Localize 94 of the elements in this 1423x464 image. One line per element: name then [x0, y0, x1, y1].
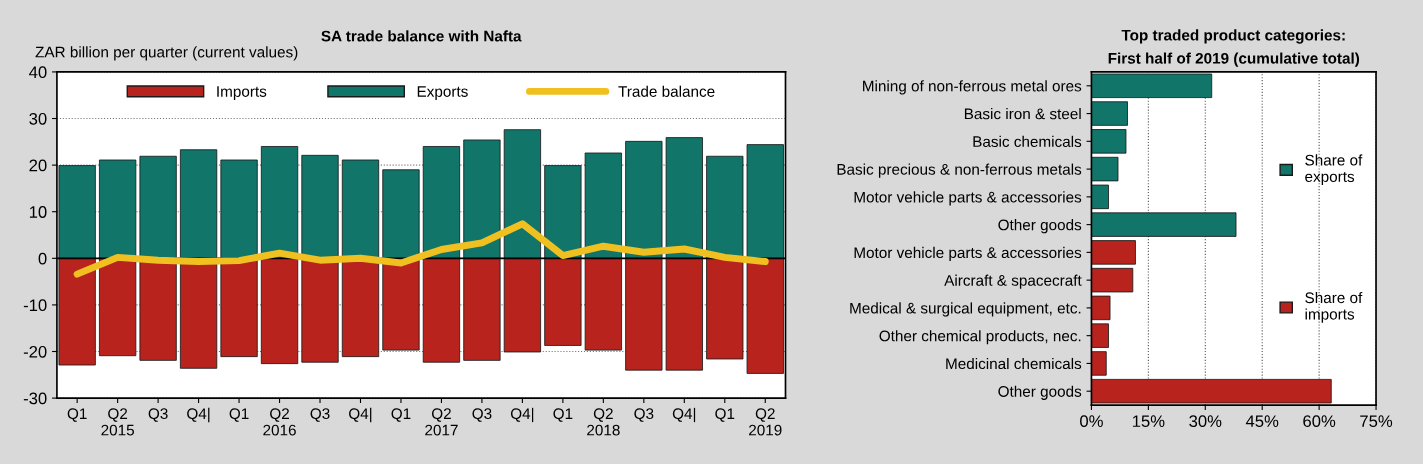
bar [665, 137, 703, 259]
bar [382, 169, 420, 259]
legend-label: Trade balance [618, 85, 715, 97]
bar [706, 257, 744, 360]
x-tick-label: Q2 2018 [587, 408, 620, 436]
x-tick-label: Q3 [310, 408, 330, 422]
x-tick-label: Q2 2019 [749, 408, 782, 436]
bar [99, 159, 137, 259]
bar [1091, 295, 1111, 321]
x-tick-label: 75% [1360, 415, 1393, 428]
y-tick-label: Aircraft & spacecraft [944, 274, 1082, 289]
x-tick-label: Q1 [715, 408, 735, 422]
y-tick-label: -10 [23, 299, 47, 312]
bar [463, 139, 501, 259]
bar [544, 257, 582, 346]
y-tick-label: 0 [38, 252, 47, 265]
y-tick-label: Other chemical products, nec. [879, 330, 1081, 345]
x-tick-label: 15% [1132, 415, 1165, 428]
x-tick-label: Q1 [391, 408, 411, 422]
bar [1091, 156, 1119, 182]
y-tick-label: Basic precious & non-ferrous metals [837, 163, 1082, 178]
bar [1091, 323, 1109, 348]
y-tick-label: 40 [29, 66, 47, 79]
y-axis-title: ZAR billion per quarter (current values) [35, 46, 298, 61]
y-tick-label: -20 [23, 345, 47, 358]
x-tick-label: 45% [1245, 415, 1279, 428]
bar [625, 140, 663, 259]
y-tick-label: Basic chemicals [973, 135, 1082, 148]
bar [1091, 240, 1136, 265]
bar [584, 257, 622, 351]
legend-label: Exports [417, 86, 468, 100]
bar [260, 257, 299, 365]
bar [544, 165, 582, 259]
bar [341, 159, 380, 259]
y-tick-label: Medicinal chemicals [946, 357, 1082, 370]
y-tick-label: Mining of non-ferrous metal ores [863, 80, 1082, 95]
bar [58, 165, 96, 259]
x-tick-label: Q1 [229, 408, 249, 422]
bar [1091, 184, 1109, 210]
bar [382, 257, 420, 351]
bar [1091, 267, 1134, 293]
y-tick-label: 30 [29, 112, 47, 125]
bar [99, 257, 137, 357]
bar [1091, 378, 1332, 404]
bar [301, 154, 339, 259]
legend-label: Imports [217, 86, 267, 100]
bar [422, 146, 461, 259]
x-tick-label: Q3 [634, 408, 654, 422]
x-tick-label: 60% [1303, 415, 1336, 428]
bar [584, 152, 622, 259]
bar [503, 129, 542, 259]
bar [422, 257, 461, 363]
x-tick-label: Q3 [148, 408, 168, 422]
bar [746, 144, 784, 259]
bar [220, 159, 258, 259]
x-tick-label: Q1 [553, 408, 573, 422]
bar [706, 155, 744, 259]
y-tick-label: 20 [29, 159, 47, 172]
y-tick-label: 10 [29, 206, 47, 218]
bar [503, 257, 542, 353]
y-tick-label: Other goods [998, 385, 1082, 400]
legend-label: Share of exports [1305, 154, 1363, 186]
bar [1091, 73, 1213, 99]
x-tick-label: Q4| [349, 407, 372, 423]
legend-label: Share of imports [1305, 291, 1363, 323]
y-tick-label: -30 [23, 392, 47, 405]
y-tick-label: Medical & surgical equipment, etc. [850, 302, 1081, 317]
x-tick-label: Q4| [510, 407, 534, 423]
x-tick-label: 30% [1189, 415, 1222, 428]
x-tick-label: Q3 [472, 408, 492, 422]
x-tick-label: Q2 2017 [425, 408, 458, 436]
x-tick-label: Q1 [67, 408, 87, 422]
bar [625, 257, 663, 371]
bar [139, 155, 177, 259]
bar [1091, 101, 1128, 126]
x-tick-label: Q4| [187, 407, 210, 423]
chart-title: Top traded product categories: First half of 2019 (cumulative total) [1108, 29, 1360, 67]
bar [665, 257, 703, 371]
x-tick-label: 0% [1080, 415, 1103, 428]
y-tick-label: Motor vehicle parts & accessories [854, 246, 1082, 262]
bar [1091, 351, 1107, 376]
bar [179, 149, 218, 259]
bar [1091, 212, 1237, 237]
chart-title: SA trade balance with Nafta [321, 30, 522, 42]
y-tick-label: Motor vehicle parts & accessories [854, 191, 1082, 206]
x-tick-label: Q2 2016 [263, 408, 296, 436]
bar [463, 257, 501, 361]
bar [58, 257, 96, 366]
x-tick-label: Q4| [672, 407, 696, 423]
bar [1091, 129, 1127, 154]
y-tick-label: Basic iron & steel [964, 108, 1081, 120]
y-tick-label: Other goods [998, 219, 1082, 234]
x-tick-label: Q2 2015 [101, 408, 134, 436]
bar [746, 257, 784, 374]
